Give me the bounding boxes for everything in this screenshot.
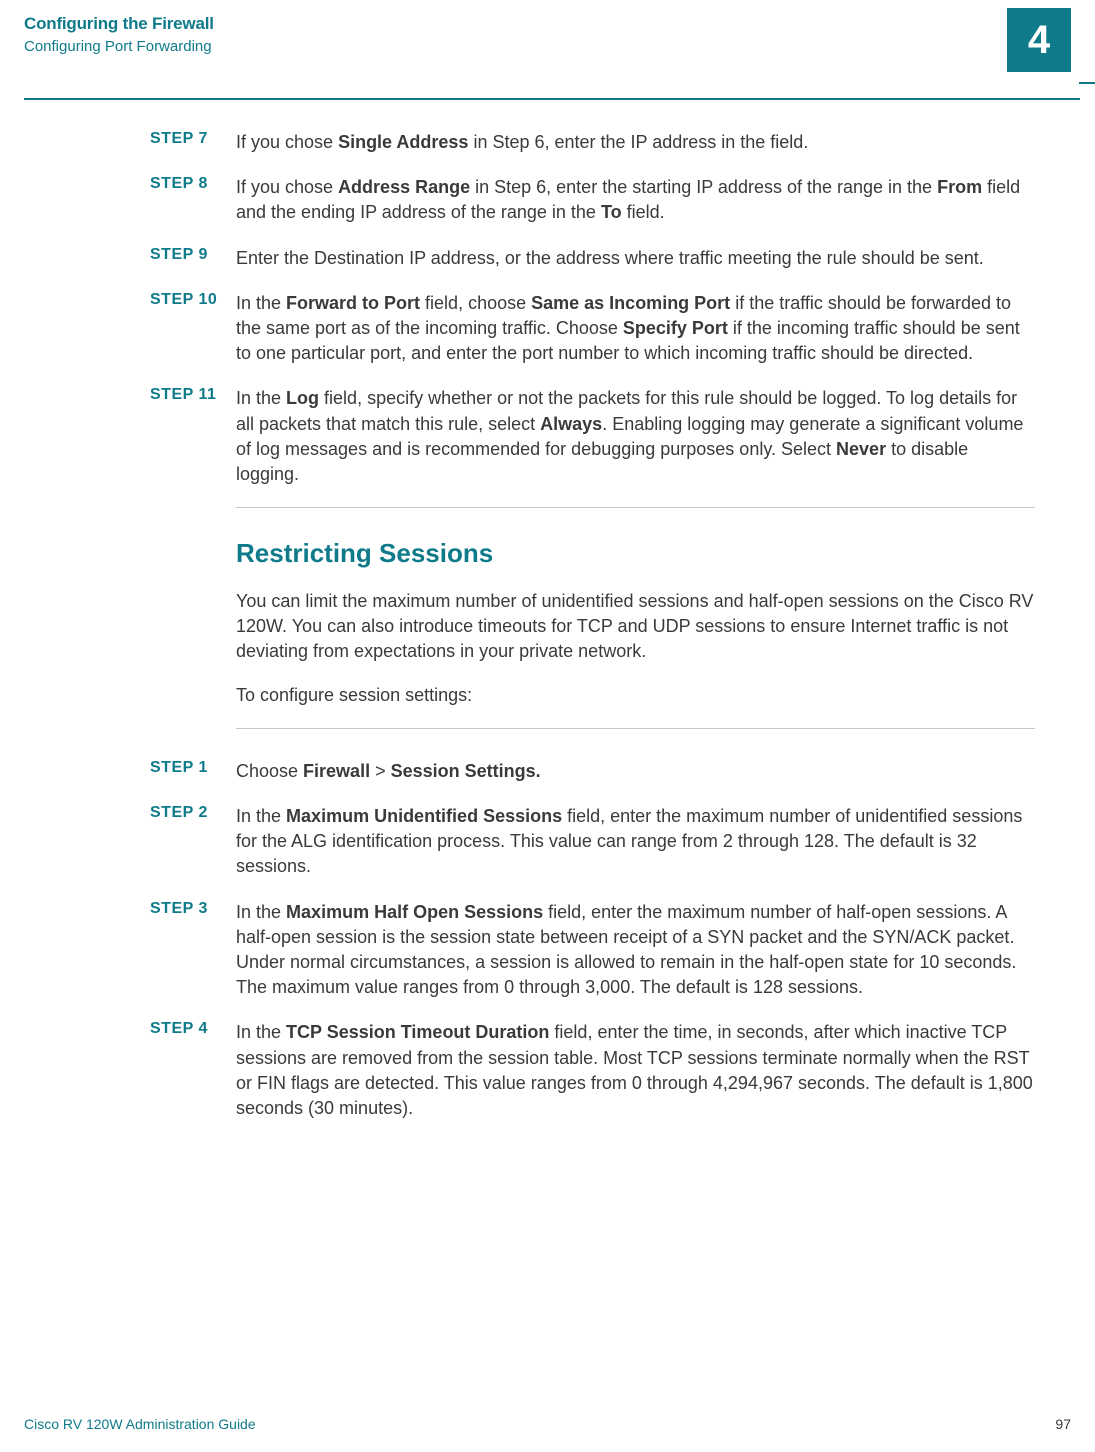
step-row: STEP 3In the Maximum Half Open Sessions … — [150, 900, 1035, 1001]
step-text: If you chose Address Range in Step 6, en… — [236, 175, 1035, 225]
step-label: STEP 2 — [150, 804, 236, 880]
footer-page-number: 97 — [1055, 1416, 1071, 1432]
bold-term: Forward to Port — [286, 293, 420, 313]
bold-term: From — [937, 177, 982, 197]
step-text: In the Maximum Half Open Sessions field,… — [236, 900, 1035, 1001]
chapter-number: 4 — [1028, 18, 1050, 63]
text-run: In the — [236, 806, 286, 826]
step-row: STEP 2In the Maximum Unidentified Sessio… — [150, 804, 1035, 880]
text-run: In the — [236, 1022, 286, 1042]
step-row: STEP 1Choose Firewall > Session Settings… — [150, 759, 1035, 784]
section-para-2: To configure session settings: — [236, 683, 1035, 708]
text-run: in Step 6, enter the IP address in the f… — [468, 132, 808, 152]
bold-term: Maximum Half Open Sessions — [286, 902, 543, 922]
header-texts: Configuring the Firewall Configuring Por… — [24, 8, 214, 55]
text-run: Enter the Destination IP address, or the… — [236, 248, 984, 268]
text-run: In the — [236, 293, 286, 313]
text-run: In the — [236, 902, 286, 922]
page-content: STEP 7If you chose Single Address in Ste… — [0, 100, 1095, 1121]
step-row: STEP 8If you chose Address Range in Step… — [150, 175, 1035, 225]
text-run: In the — [236, 388, 286, 408]
bold-term: Never — [836, 439, 886, 459]
step-row: STEP 10In the Forward to Port field, cho… — [150, 291, 1035, 367]
page-header: Configuring the Firewall Configuring Por… — [0, 0, 1095, 72]
steps-list-a: STEP 7If you chose Single Address in Ste… — [150, 130, 1035, 487]
page-footer: Cisco RV 120W Administration Guide 97 — [24, 1416, 1071, 1432]
text-run: in Step 6, enter the starting IP address… — [470, 177, 937, 197]
section-para-1: You can limit the maximum number of unid… — [236, 589, 1035, 665]
bold-term: Session Settings. — [391, 761, 541, 781]
step-label: STEP 11 — [150, 386, 236, 487]
text-run: If you chose — [236, 132, 338, 152]
step-label: STEP 9 — [150, 246, 236, 271]
bold-term: Firewall — [303, 761, 370, 781]
text-run: If you chose — [236, 177, 338, 197]
bold-term: Maximum Unidentified Sessions — [286, 806, 562, 826]
bold-term: To — [601, 202, 622, 222]
step-label: STEP 10 — [150, 291, 236, 367]
chapter-number-box: 4 — [1007, 8, 1071, 72]
text-run: Choose — [236, 761, 303, 781]
header-subtitle: Configuring Port Forwarding — [24, 38, 214, 55]
section-divider-top — [236, 507, 1035, 508]
bold-term: Always — [540, 414, 602, 434]
section-title: Restricting Sessions — [236, 538, 1035, 569]
step-label: STEP 7 — [150, 130, 236, 155]
step-label: STEP 4 — [150, 1020, 236, 1121]
step-row: STEP 4In the TCP Session Timeout Duratio… — [150, 1020, 1035, 1121]
step-text: In the TCP Session Timeout Duration fiel… — [236, 1020, 1035, 1121]
section-block: Restricting Sessions You can limit the m… — [236, 538, 1035, 708]
step-text: In the Forward to Port field, choose Sam… — [236, 291, 1035, 367]
footer-left: Cisco RV 120W Administration Guide — [24, 1416, 256, 1432]
step-text: If you chose Single Address in Step 6, e… — [236, 130, 1035, 155]
bold-term: Specify Port — [623, 318, 728, 338]
bold-term: TCP Session Timeout Duration — [286, 1022, 549, 1042]
side-accent-bar — [1079, 82, 1095, 96]
step-row: STEP 11In the Log field, specify whether… — [150, 386, 1035, 487]
text-run: > — [370, 761, 391, 781]
bold-term: Log — [286, 388, 319, 408]
step-label: STEP 3 — [150, 900, 236, 1001]
bold-term: Address Range — [338, 177, 470, 197]
header-title: Configuring the Firewall — [24, 14, 214, 34]
step-row: STEP 7If you chose Single Address in Ste… — [150, 130, 1035, 155]
step-text: In the Log field, specify whether or not… — [236, 386, 1035, 487]
bold-term: Same as Incoming Port — [531, 293, 730, 313]
step-text: In the Maximum Unidentified Sessions fie… — [236, 804, 1035, 880]
text-run: field. — [622, 202, 665, 222]
bold-term: Single Address — [338, 132, 468, 152]
step-label: STEP 1 — [150, 759, 236, 784]
step-label: STEP 8 — [150, 175, 236, 225]
step-row: STEP 9Enter the Destination IP address, … — [150, 246, 1035, 271]
section-divider-bottom — [236, 728, 1035, 729]
step-text: Choose Firewall > Session Settings. — [236, 759, 1035, 784]
text-run: field, choose — [420, 293, 531, 313]
step-text: Enter the Destination IP address, or the… — [236, 246, 1035, 271]
steps-list-b: STEP 1Choose Firewall > Session Settings… — [150, 759, 1035, 1121]
